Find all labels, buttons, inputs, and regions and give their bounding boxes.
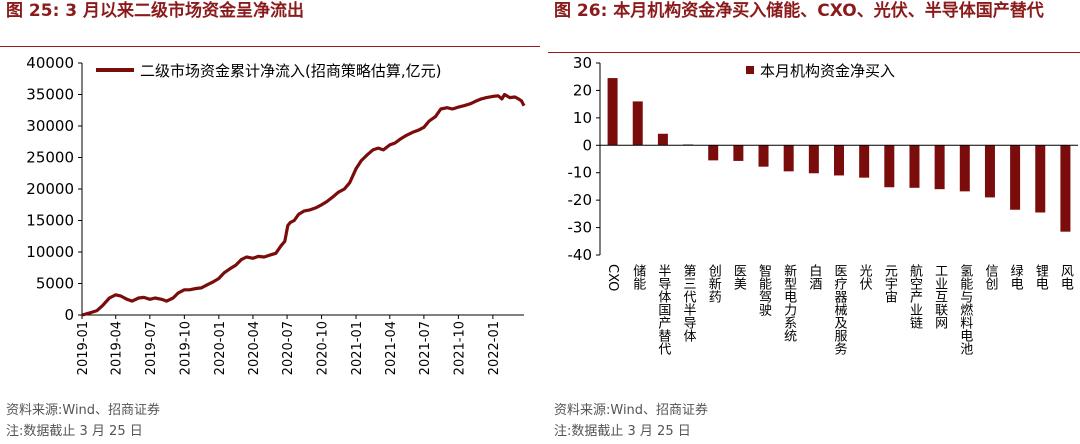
x-tick-label: 2021-07	[418, 321, 433, 375]
category-label: 氢能与燃料电池	[957, 264, 973, 355]
y-tick-label: -10	[568, 164, 593, 182]
legend-label: 本月机构资金净买入	[760, 62, 895, 80]
right-source-note: 资料来源:Wind、招商证券	[554, 403, 709, 418]
left-chart-title: 图 25: 3 月以来二级市场资金呈净流出	[6, 1, 305, 21]
category-label: 元宇宙	[882, 264, 898, 303]
bar	[758, 145, 769, 167]
bar	[632, 101, 643, 146]
right-chart-panel: 图 26: 本月机构资金净买入储能、CXO、光伏、半导体国产替代 -40 -30-…	[548, 0, 1080, 444]
x-tick-label: 2019-07	[144, 321, 159, 375]
category-label: 医美	[731, 264, 747, 290]
category-label: 锂电	[1033, 264, 1049, 290]
legend-label: 二级市场资金累计净流入(招商策略估算,亿元)	[140, 62, 441, 80]
x-tick-label: 2021-04	[384, 321, 399, 375]
x-tick-label: 2019-04	[110, 321, 125, 375]
y-tick-label: 0	[582, 136, 592, 154]
bar	[1010, 145, 1021, 210]
y-tick-label: 35000	[26, 86, 74, 104]
y-tick-label: -40	[568, 246, 593, 264]
bar	[859, 145, 870, 178]
category-label: 医疗器械及服务	[832, 264, 848, 355]
bar	[834, 145, 844, 176]
y-tick-label: 30	[573, 54, 592, 72]
y-tick-label: 5000	[36, 275, 74, 293]
x-tick-label: 2020-07	[281, 321, 296, 375]
bar	[909, 145, 920, 188]
x-tick-label: 2019-10	[178, 321, 193, 375]
right-chart-title: 图 26: 本月机构资金净买入储能、CXO、光伏、半导体国产替代	[554, 1, 1044, 21]
category-label: 白酒	[806, 263, 822, 290]
x-tick-label: 2021-01	[350, 321, 365, 375]
legend-bar-swatch	[746, 66, 754, 74]
bar	[934, 145, 945, 190]
category-label: 风电	[1058, 264, 1074, 290]
institutional-net-buy-bar-chart: -40 -30 -20 -10 0 10 20 30 CXO 储能 半导体国产替代 第三代半导体 创新药…	[568, 54, 1078, 356]
category-label: 信创	[982, 264, 998, 290]
x-tick-label: 2020-10	[316, 321, 331, 375]
bar	[783, 145, 794, 172]
left-source-note: 资料来源:Wind、招商证券	[6, 403, 161, 418]
left-title-rule	[0, 46, 540, 47]
category-label: 新型电力系统	[781, 263, 797, 343]
y-tick-label: -20	[568, 191, 593, 209]
category-label: 绿电	[1008, 264, 1024, 290]
bar	[607, 78, 618, 146]
right-date-note: 注:数据截止 3 月 25 日	[554, 424, 691, 439]
y-tick-label: -30	[568, 219, 593, 237]
category-label: 航空产业链	[907, 263, 923, 330]
x-tick-label: 2022-01	[487, 321, 502, 375]
bar	[808, 145, 819, 174]
bar	[984, 145, 995, 198]
x-tick-label: 2021-10	[452, 321, 467, 375]
bar	[733, 145, 744, 161]
x-tick-label: 2020-01	[213, 321, 228, 375]
y-tick-label: 25000	[26, 149, 74, 167]
bar	[884, 145, 895, 188]
bar	[959, 145, 970, 192]
bar	[657, 133, 668, 146]
left-date-note: 注:数据截止 3 月 25 日	[6, 424, 143, 439]
cumulative-flow-line-chart: 0 5000 10000 15000 20000 25000 30000 35000 40000…	[26, 54, 526, 375]
category-label: 半导体国产替代	[655, 264, 671, 356]
category-label: CXO	[605, 264, 620, 291]
category-label: 创新药	[706, 264, 722, 303]
y-tick-label: 20	[573, 81, 592, 99]
cumulative-net-inflow-line	[81, 92, 526, 317]
x-tick-label: 2019-01	[76, 321, 91, 375]
y-tick-label: 30000	[26, 117, 74, 135]
category-label: 第三代半导体	[681, 264, 697, 342]
y-tick-label: 20000	[26, 180, 74, 198]
category-label: 工业互联网	[932, 264, 948, 329]
y-tick-label: 10000	[26, 243, 74, 261]
bar	[708, 145, 719, 161]
bar	[1035, 145, 1046, 213]
bar	[1060, 145, 1071, 232]
category-label: 储能	[630, 264, 646, 290]
y-tick-label: 40000	[26, 54, 74, 72]
left-chart-panel: 图 25: 3 月以来二级市场资金呈净流出 0 5000 10000 15000 200…	[0, 1, 540, 439]
y-tick-label: 0	[64, 306, 74, 324]
x-tick-label: 2020-04	[247, 321, 262, 375]
category-label: 光伏	[857, 264, 873, 290]
y-tick-label: 10	[573, 109, 592, 127]
y-tick-label: 15000	[26, 212, 74, 230]
right-title-rule	[548, 52, 1080, 53]
category-label: 智能驾驶	[756, 264, 772, 316]
